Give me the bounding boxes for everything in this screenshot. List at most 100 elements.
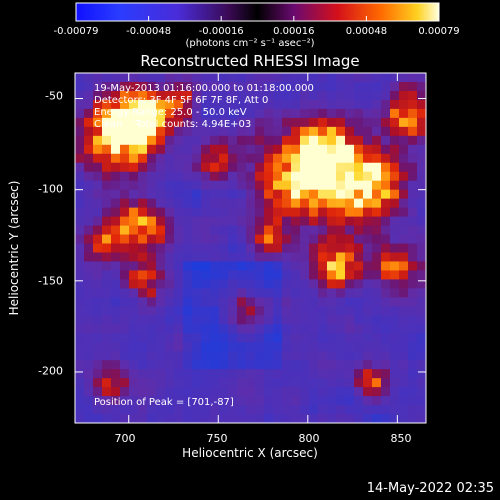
heatmap-cell — [138, 288, 148, 298]
heatmap-cell — [219, 360, 229, 370]
heatmap-cell — [255, 99, 265, 110]
heatmap-cell — [156, 342, 166, 352]
heatmap-cell — [75, 306, 85, 316]
heatmap-cell — [273, 342, 283, 352]
heatmap-cell — [291, 126, 301, 137]
heatmap-cell — [381, 216, 391, 226]
heatmap-cell — [147, 243, 157, 253]
heatmap-cell — [345, 324, 355, 334]
heatmap-cell — [264, 360, 274, 370]
heatmap-cell — [309, 135, 319, 146]
heatmap-cell — [228, 324, 238, 334]
heatmap-cell — [93, 378, 103, 388]
heatmap-cell — [129, 270, 139, 280]
heatmap-cell — [255, 225, 265, 235]
heatmap-cell — [363, 396, 373, 406]
heatmap-cell — [381, 81, 391, 92]
heatmap-cell — [273, 81, 283, 92]
heatmap-cell — [345, 198, 355, 209]
heatmap-cell — [282, 306, 292, 316]
heatmap-cell — [363, 153, 373, 164]
heatmap-cell — [372, 180, 382, 191]
heatmap-cell — [273, 387, 283, 397]
heatmap-cell — [174, 378, 184, 388]
heatmap-cell — [201, 234, 211, 244]
heatmap-cell — [408, 198, 418, 209]
heatmap-cell — [327, 297, 337, 307]
heatmap-cell — [165, 288, 175, 298]
colorbar-tick-label: 0.00048 — [345, 26, 388, 37]
heatmap-cell — [210, 324, 220, 334]
y-axis-label: Heliocentric Y (arcsec) — [7, 180, 21, 316]
heatmap-cell — [381, 279, 391, 289]
heatmap-cell — [273, 315, 283, 325]
heatmap-cell — [138, 396, 148, 406]
heatmap-cell — [183, 73, 193, 83]
heatmap-cell — [354, 288, 364, 298]
heatmap-cell — [390, 414, 400, 424]
heatmap-cell — [201, 216, 211, 226]
heatmap-cell — [408, 279, 418, 289]
heatmap-cell — [165, 171, 175, 182]
heatmap-cell — [345, 207, 355, 217]
heatmap-cell — [93, 360, 103, 370]
heatmap-cell — [84, 324, 94, 334]
heatmap-cell — [255, 162, 265, 173]
heatmap-cell — [408, 396, 418, 406]
heatmap-cell — [93, 73, 103, 83]
heatmap-cell — [138, 234, 148, 244]
heatmap-cell — [174, 90, 184, 101]
heatmap-cell — [318, 270, 328, 280]
heatmap-cell — [237, 216, 247, 226]
heatmap-cell — [345, 378, 355, 388]
heatmap-cell — [111, 171, 121, 182]
heatmap-cell — [390, 73, 400, 83]
heatmap-cell — [129, 324, 139, 334]
heatmap-cell — [363, 405, 373, 415]
heatmap-cell — [282, 135, 292, 146]
heatmap-cell — [327, 162, 337, 173]
heatmap-cell — [210, 414, 220, 424]
heatmap-cell — [390, 189, 400, 200]
heatmap-cell — [264, 117, 274, 128]
heatmap-cell — [228, 306, 238, 316]
heatmap-cell — [93, 171, 103, 182]
heatmap-cell — [219, 351, 229, 361]
heatmap-cell — [138, 315, 148, 325]
heatmap-cell — [84, 198, 94, 209]
heatmap-cell — [318, 297, 328, 307]
heatmap-cell — [111, 324, 121, 334]
heatmap-cell — [174, 108, 184, 119]
heatmap-cell — [192, 297, 202, 307]
heatmap-cell — [111, 360, 121, 370]
heatmap-cell — [111, 180, 121, 191]
heatmap-cell — [327, 351, 337, 361]
heatmap-cell — [255, 73, 265, 83]
heatmap-cell — [417, 216, 427, 226]
heatmap-cell — [147, 189, 157, 200]
heatmap-cell — [291, 189, 301, 200]
heatmap-cell — [192, 306, 202, 316]
heatmap-cell — [264, 243, 274, 253]
heatmap-cell — [165, 180, 175, 191]
heatmap-cell — [255, 414, 265, 424]
heatmap-cell — [102, 243, 112, 253]
heatmap-cell — [372, 279, 382, 289]
heatmap-cell — [309, 378, 319, 388]
heatmap-cell — [111, 306, 121, 316]
heatmap-cell — [273, 306, 283, 316]
heatmap-cell — [309, 117, 319, 128]
heatmap-cell — [372, 306, 382, 316]
heatmap-cell — [273, 207, 283, 217]
heatmap-cell — [255, 405, 265, 415]
heatmap-cell — [264, 261, 274, 271]
heatmap-cell — [192, 414, 202, 424]
heatmap-cell — [390, 153, 400, 164]
heatmap-cell — [336, 117, 346, 128]
heatmap-cell — [75, 144, 85, 155]
heatmap-cell — [93, 135, 103, 146]
heatmap-cell — [75, 180, 85, 191]
heatmap-cell — [255, 360, 265, 370]
heatmap-cell — [237, 279, 247, 289]
heatmap-cell — [309, 243, 319, 253]
